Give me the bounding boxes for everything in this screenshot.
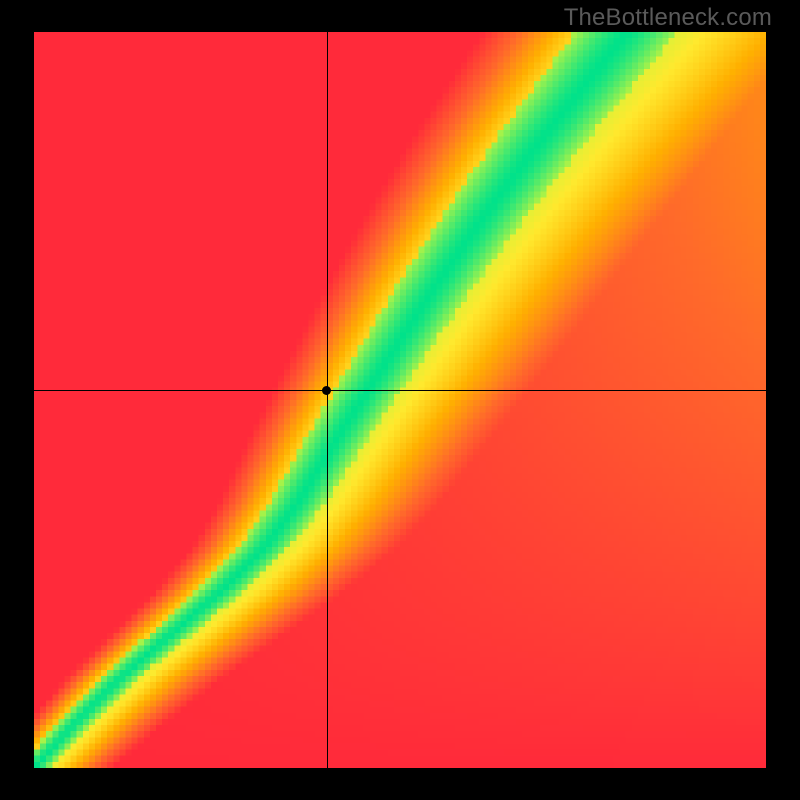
crosshair-horizontal: [34, 390, 766, 391]
bottleneck-heatmap: [34, 32, 766, 768]
selection-marker: [322, 386, 331, 395]
figure-root: TheBottleneck.com: [0, 0, 800, 800]
watermark-label: TheBottleneck.com: [564, 4, 772, 32]
crosshair-vertical: [327, 32, 328, 768]
